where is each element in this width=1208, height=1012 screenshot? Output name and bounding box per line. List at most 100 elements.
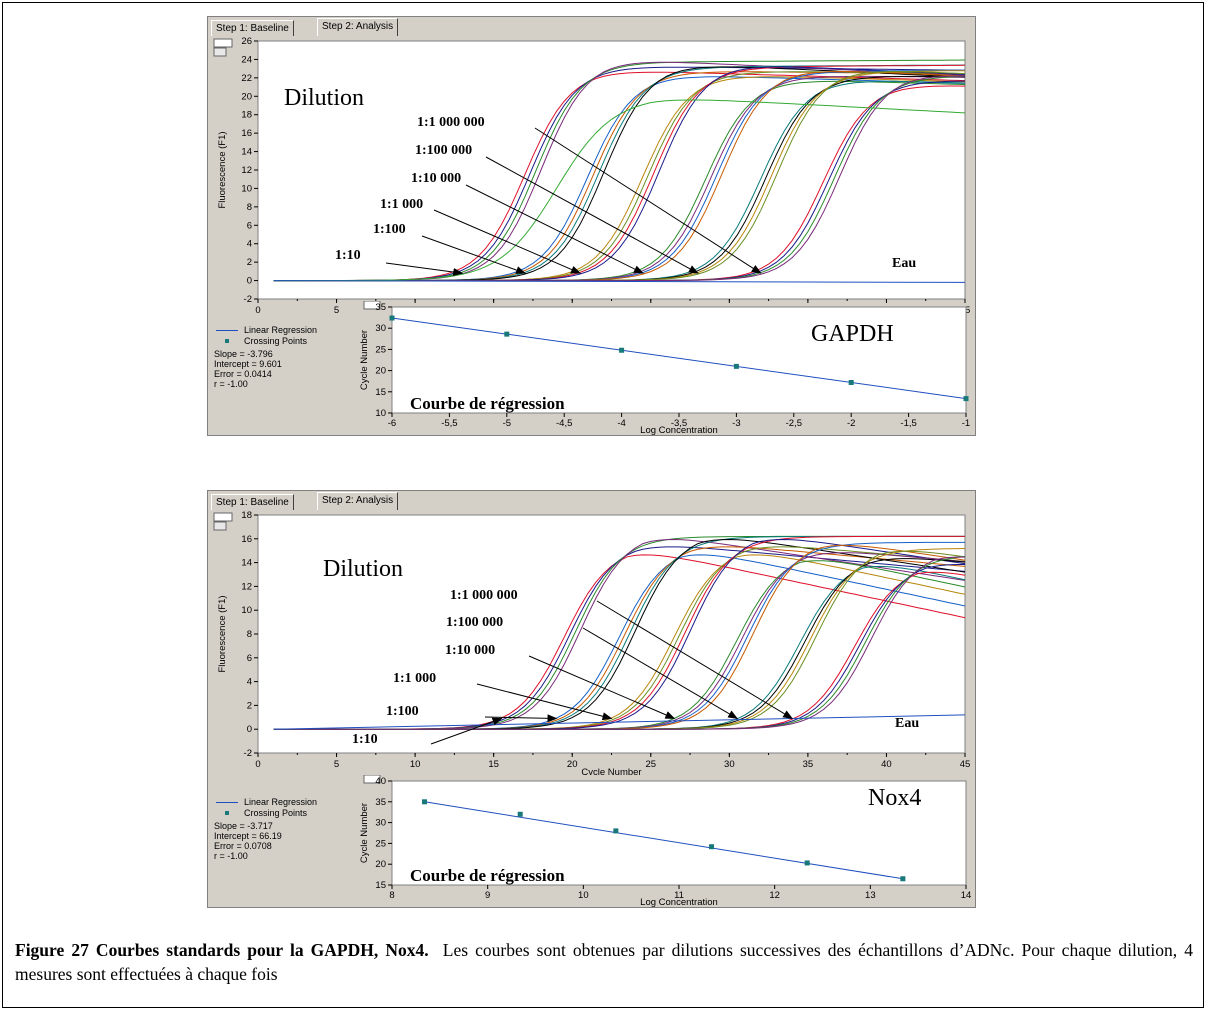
- dilution-label: 1:100 000: [415, 143, 472, 158]
- dilution-label: 1:1 000: [393, 671, 436, 686]
- water-label: Eau: [895, 716, 919, 731]
- y-axis-label: Fluorescence (F1): [217, 131, 228, 208]
- y-tick-label: 14: [241, 147, 252, 158]
- y-tick-label: 35: [375, 797, 386, 808]
- crossing-point: [422, 799, 428, 805]
- dilution-label: 1:10 000: [411, 171, 461, 186]
- gapdh-panel: Step 1: Baseline Step 2: Analysis 0 5 10 15…: [207, 16, 976, 436]
- dilution-label: 1:100: [386, 704, 419, 719]
- x-tick-label: 5: [334, 759, 339, 770]
- nox4-panel: Step 1: Baseline Step 2: Analysis 0 5 10 15…: [207, 490, 976, 908]
- regression-title: Courbe de régression: [410, 866, 565, 885]
- y-tick-label: 30: [375, 323, 386, 334]
- nox4-regression-chart: 8 9 10 11 12 13 14 15 20 25 30 35 40 Log Concentratio…: [359, 775, 972, 907]
- crossing-point: [504, 331, 510, 337]
- dilution-label: 1:10: [335, 248, 361, 263]
- dilution-arrow: [421, 235, 527, 274]
- y-tick-label: 25: [375, 344, 386, 355]
- x-tick-label: 15: [488, 759, 499, 770]
- dilution-title: Dilution: [323, 556, 403, 582]
- amplification-curve: [273, 556, 966, 730]
- crossing-point: [613, 828, 619, 834]
- x-axis-label: Cycle Number: [581, 767, 641, 775]
- dilution-label: 1:10 000: [445, 643, 495, 658]
- tab-analysis[interactable]: Step 2: Analysis: [317, 18, 399, 36]
- dilution-arrow: [430, 717, 503, 745]
- y-tick-label: 4: [247, 239, 252, 250]
- legend-point-swatch: [225, 811, 229, 815]
- y-tick-label: 25: [375, 838, 386, 849]
- y-tick-label: 0: [247, 724, 252, 735]
- dilution-arrow: [534, 127, 762, 274]
- x-tick-label: 0: [255, 305, 260, 316]
- zoom-icon: [363, 301, 381, 310]
- y-tick-label: 24: [241, 54, 252, 65]
- zoom-icon: [363, 775, 381, 784]
- crossing-point: [804, 860, 810, 866]
- y-tick-label: 2: [247, 257, 252, 268]
- crossing-point: [619, 347, 625, 353]
- crossing-point: [900, 876, 906, 882]
- gapdh-intercept: Intercept = 9.601: [214, 359, 282, 369]
- x-tick-label: 14: [961, 890, 972, 901]
- y-tick-label: 10: [375, 408, 386, 419]
- legend-line-swatch: [216, 801, 238, 803]
- y-tick-label: 14: [241, 558, 252, 569]
- x-tick-label: 0: [255, 759, 260, 770]
- nox4-intercept: Intercept = 66.19: [214, 831, 282, 841]
- x-axis-label: Log Concentration: [640, 897, 718, 907]
- regression-line: [424, 801, 903, 880]
- y-tick-label: 4: [247, 677, 252, 688]
- x-tick-label: 40: [881, 759, 892, 770]
- x-tick-label: -6: [388, 418, 396, 429]
- gapdh-slope: Slope = -3.796: [214, 349, 273, 359]
- x-tick-label: 35: [803, 759, 814, 770]
- gapdh-amplification-chart: 051015202530354045-202468101214161820222…: [213, 37, 970, 319]
- x-tick-label: 13: [865, 890, 876, 901]
- x-tick-label: 12: [769, 890, 780, 901]
- nox4-legend: Linear Regression Crossing Points Slope …: [214, 797, 317, 861]
- legend-crossing-points: Crossing Points: [244, 336, 308, 346]
- y-tick-label: 6: [247, 653, 252, 664]
- legend-line-swatch: [216, 329, 238, 331]
- x-tick-label: 11: [674, 890, 684, 901]
- y-tick-label: 0: [247, 276, 252, 287]
- water-label: Eau: [892, 256, 916, 271]
- y-tick-label: 20: [375, 366, 386, 377]
- y-tick-label: 20: [375, 859, 386, 870]
- x-tick-label: -4,5: [556, 418, 572, 429]
- dilution-label: 1:10: [352, 732, 378, 747]
- dilution-arrow: [582, 627, 739, 719]
- caption-text: Les courbes sont obtenues par dilutions …: [15, 940, 1193, 984]
- grid-icon: [213, 47, 227, 57]
- x-tick-label: -3,5: [671, 418, 687, 429]
- x-tick-label: -1,5: [900, 418, 916, 429]
- y-tick-label: -2: [244, 294, 252, 305]
- dilution-label: 1:1 000 000: [450, 588, 518, 603]
- y-tick-label: 10: [241, 605, 252, 616]
- gene-label: GAPDH: [811, 321, 894, 347]
- y-tick-label: -2: [244, 748, 252, 759]
- nox4-error: Error = 0.0708: [214, 841, 272, 851]
- zoom-icon: [213, 512, 233, 522]
- x-tick-label: 20: [567, 759, 578, 770]
- x-tick-label: -2,5: [786, 418, 802, 429]
- dilution-title: Dilution: [284, 85, 364, 111]
- gapdh-r: r = -1.00: [214, 379, 248, 389]
- tab-baseline[interactable]: Step 1: Baseline: [211, 20, 294, 36]
- dilution-label: 1:100 000: [446, 615, 503, 630]
- dilution-arrow: [484, 714, 558, 723]
- dilution-arrow: [385, 262, 464, 276]
- caption-title: Figure 27 Courbes standards pour la GAPD…: [15, 940, 429, 960]
- y-tick-label: 10: [241, 183, 252, 194]
- y-tick-label: 15: [375, 880, 386, 891]
- y-tick-label: 12: [241, 581, 252, 592]
- crossing-point: [389, 315, 395, 321]
- gapdh-regression-chart: -6 -5,5 -5 -4,5 -4 -3,5 -3 -2,5 -2 -1,5 -1 10 15 20 25…: [359, 301, 970, 435]
- dilution-label: 1:1 000 000: [417, 115, 485, 130]
- tab-analysis[interactable]: Step 2: Analysis: [317, 492, 399, 510]
- x-tick-label: 5: [334, 305, 339, 316]
- tab-baseline[interactable]: Step 1: Baseline: [211, 494, 294, 510]
- x-tick-label: 8: [389, 890, 394, 901]
- y-axis-label: Cycle Number: [359, 330, 370, 390]
